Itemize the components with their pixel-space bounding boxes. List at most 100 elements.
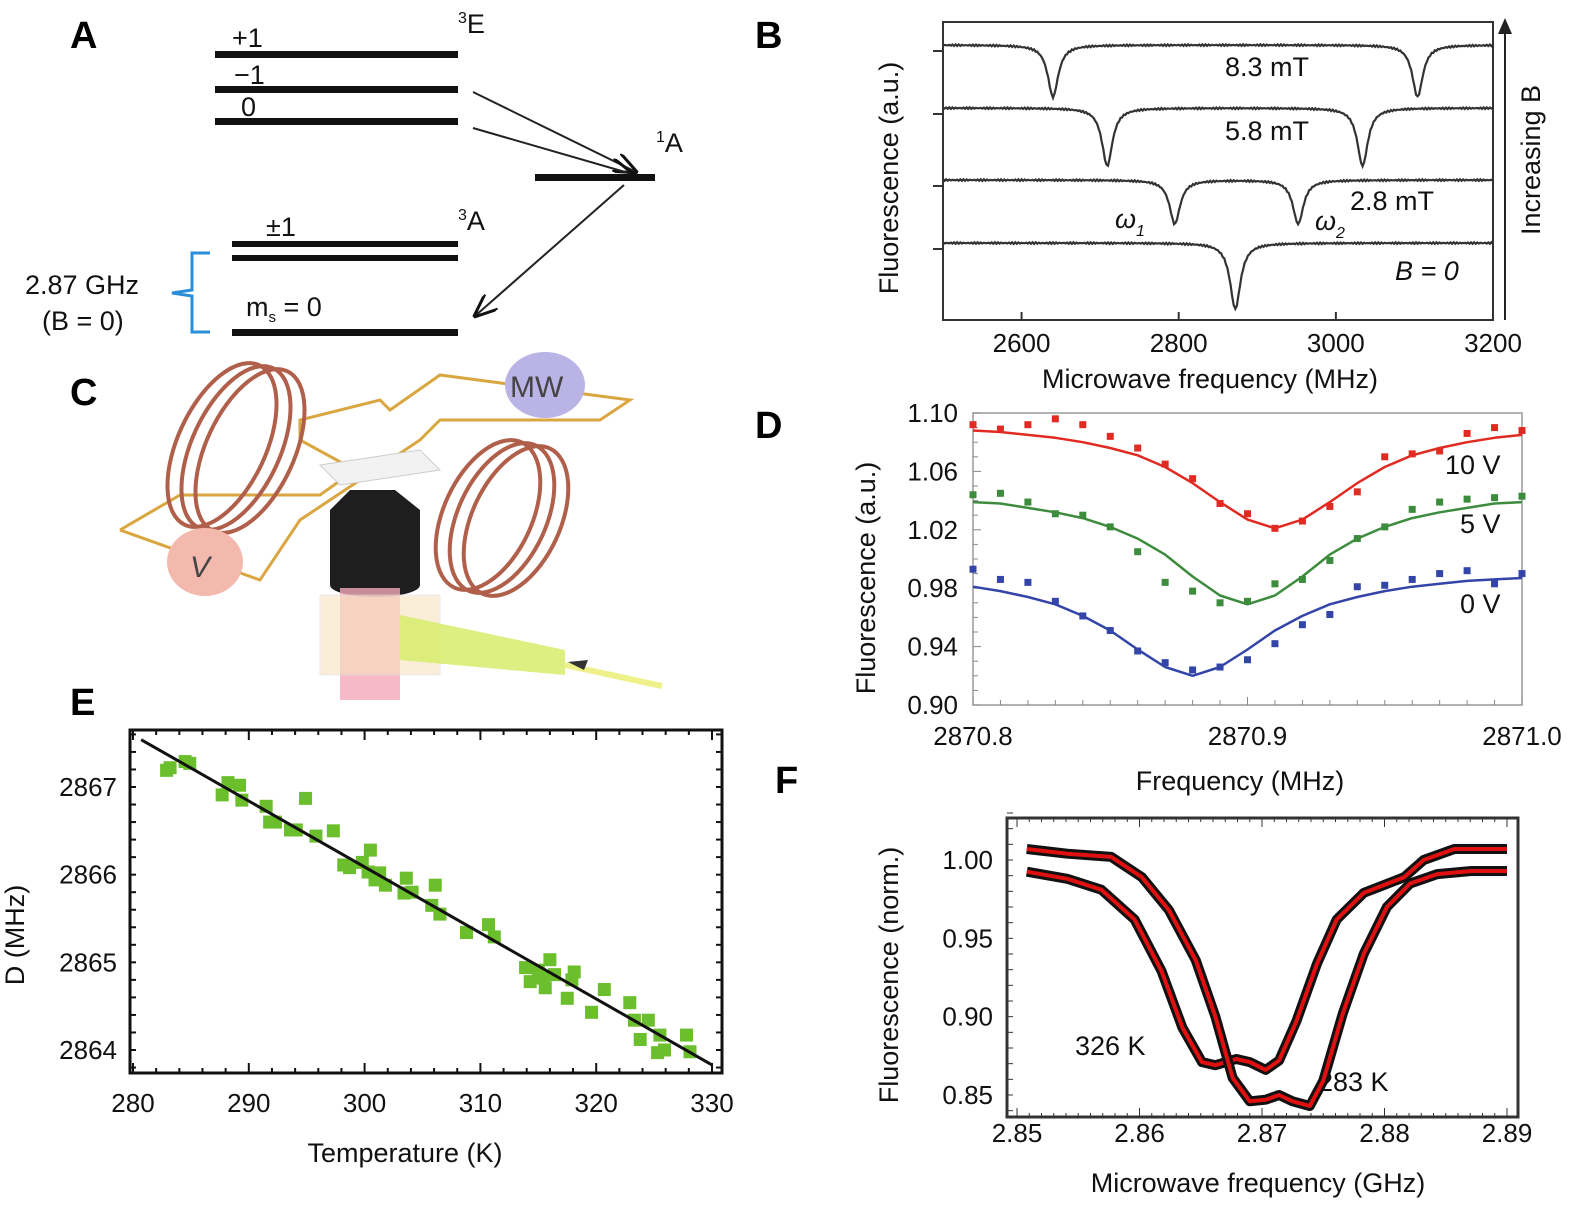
- data-point: [1408, 505, 1416, 513]
- left-coil: [165, 361, 307, 535]
- data-point: [585, 1005, 599, 1019]
- series-label: 10 V: [1445, 450, 1501, 480]
- y-tick-label: 2864: [59, 1035, 117, 1065]
- data-point: [1436, 498, 1444, 506]
- splitting-brace: [171, 251, 210, 334]
- data-point: [1518, 427, 1526, 435]
- data-point: [996, 575, 1004, 583]
- y-axis-label: D (MHz): [0, 885, 30, 985]
- data-point: [1381, 581, 1389, 589]
- data-point: [343, 861, 357, 875]
- x-tick-label: 2.85: [992, 1118, 1043, 1148]
- data-point: [1271, 640, 1279, 648]
- x-tick-label: 300: [343, 1088, 386, 1118]
- y-tick-label: 1.00: [942, 845, 993, 875]
- data-point: [1298, 575, 1306, 583]
- chart-b-odmr-spectra: Microwave frequency (MHz) Fluorescence (…: [874, 18, 1546, 394]
- chart-d-voltage-spectra: Frequency (MHz) Fluorescence (a.u.) 10 V…: [851, 398, 1562, 796]
- data-point: [1244, 510, 1251, 518]
- plot-frame: [942, 21, 1494, 321]
- series-label: 326 K: [1075, 1031, 1146, 1061]
- state-label-3A: 3A: [458, 206, 485, 236]
- data-point: [163, 761, 177, 775]
- data-point: [1189, 587, 1197, 595]
- data-point: [1298, 517, 1306, 525]
- objective-lens: [330, 490, 420, 597]
- x-tick-label: 320: [575, 1088, 618, 1118]
- data-point: [1408, 575, 1416, 583]
- panel-label-d: D: [755, 405, 782, 447]
- energy-levels: [215, 51, 655, 336]
- sample-slide: [318, 449, 442, 486]
- data-point: [651, 1046, 665, 1060]
- state-label-3E: 3E: [458, 9, 485, 39]
- data-point: [1079, 421, 1087, 429]
- x-tick-label: 3000: [1307, 328, 1365, 358]
- data-point: [1326, 502, 1334, 510]
- microwave-label: MW: [510, 371, 564, 404]
- data-point: [1024, 498, 1032, 506]
- panel-label-f: F: [775, 760, 798, 802]
- omega1-label: ω1: [1115, 204, 1145, 240]
- y-tick-label: 0.90: [907, 690, 958, 720]
- data-point: [680, 1028, 694, 1042]
- data-point: [1518, 492, 1526, 500]
- energy-level-diagram: +1 −1 0 3E 1A 3A ±1 ms = 0 2.87 GHz (B =…: [25, 9, 683, 336]
- data-point: [1408, 450, 1416, 458]
- data-point: [1436, 570, 1444, 578]
- data-point: [1024, 578, 1032, 586]
- x-tick-label: 3200: [1464, 328, 1522, 358]
- fit-curve: [972, 500, 1523, 606]
- data-point: [428, 878, 442, 892]
- voltage-source-icon: [167, 528, 243, 596]
- data-point: [1491, 494, 1499, 502]
- fit-curve: [1026, 847, 1507, 1108]
- data-point: [1106, 523, 1114, 531]
- y-tick-label: 2866: [59, 860, 117, 890]
- x-tick-label: 2870.9: [1208, 721, 1288, 751]
- x-tick-label: 2871.0: [1482, 721, 1562, 751]
- spectrum-trace: [942, 240, 1494, 312]
- level-label-minus1: −1: [234, 60, 265, 90]
- laser-beam: [400, 615, 565, 675]
- data-point: [1161, 460, 1169, 468]
- data-point: [1134, 647, 1142, 655]
- data-point: [326, 824, 340, 838]
- level-label-ms0: ms = 0: [246, 292, 322, 326]
- data-point: [996, 489, 1004, 497]
- data-point: [482, 918, 496, 932]
- data-point: [519, 961, 533, 975]
- x-tick-label: 290: [227, 1088, 270, 1118]
- zero-field-condition-label: (B = 0): [42, 306, 124, 336]
- laser-direction-icon: [568, 660, 588, 670]
- level-3A-pm1-a: [232, 241, 458, 247]
- voltage-label: V: [190, 551, 213, 584]
- panel-label-c: C: [70, 372, 97, 414]
- series-label: 8.3 mT: [1225, 52, 1309, 82]
- microwave-source-icon: [505, 352, 585, 418]
- x-tick-label: 310: [459, 1088, 502, 1118]
- data-point: [1436, 447, 1444, 455]
- arrow-head-icon: [1498, 18, 1512, 34]
- x-tick-label: 2.88: [1359, 1118, 1410, 1148]
- data-point: [597, 983, 611, 997]
- data-point: [299, 791, 313, 805]
- data-point: [1216, 663, 1224, 671]
- data-point: [633, 1032, 647, 1046]
- omega2-label: ω2: [1315, 206, 1345, 242]
- y-tick-label: 1.10: [907, 398, 958, 428]
- data-point: [1051, 510, 1059, 518]
- data-point: [1161, 659, 1169, 667]
- y-axis-label: Fluorescence (norm.): [874, 847, 904, 1104]
- y-tick-label: 1.02: [907, 515, 958, 545]
- data-point: [1353, 535, 1361, 543]
- chart-e-d-vs-temperature: Temperature (K) D (MHz) 280 290 300 310 320 3…: [0, 728, 734, 1168]
- data-point: [1079, 612, 1087, 620]
- data-point: [1024, 421, 1032, 429]
- x-axis-label: Microwave frequency (GHz): [1091, 1168, 1426, 1198]
- data-point: [1244, 656, 1251, 664]
- zero-field-splitting-label: 2.87 GHz: [25, 270, 139, 300]
- y-tick-label: 0.85: [942, 1080, 993, 1110]
- data-point: [1381, 453, 1389, 461]
